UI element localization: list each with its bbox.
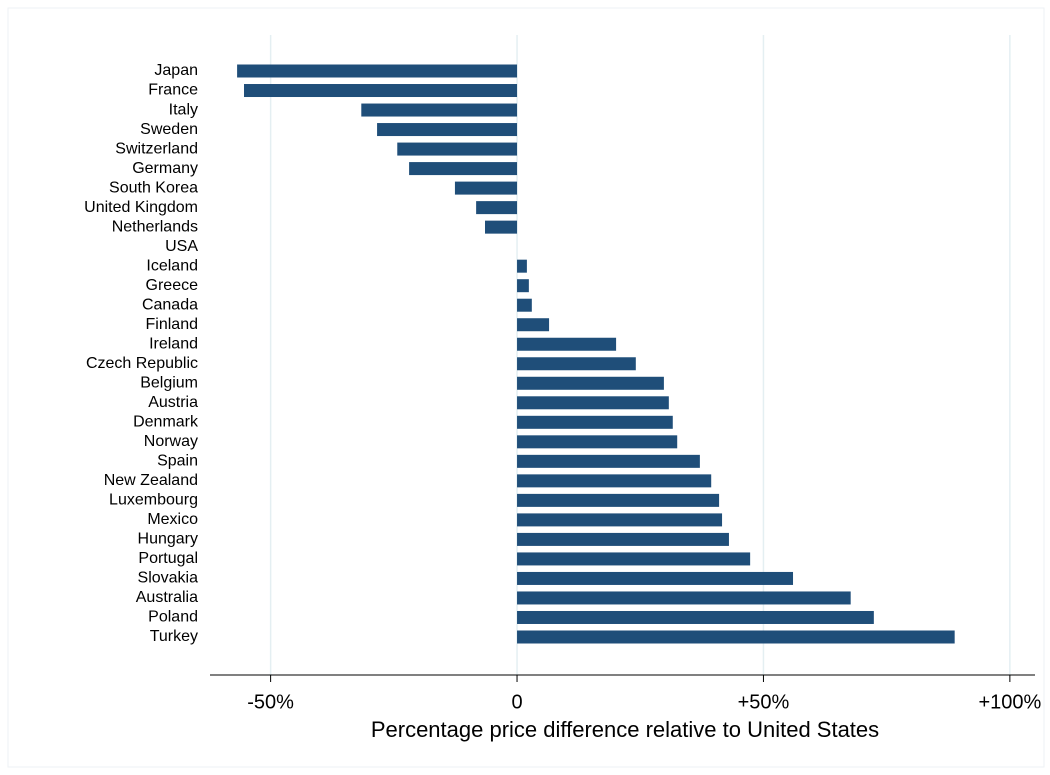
y-tick-label: Belgium — [140, 374, 198, 391]
x-tick-label: +100% — [978, 691, 1041, 713]
y-tick-label: Canada — [142, 296, 198, 313]
y-tick-label: Austria — [148, 394, 198, 411]
x-axis-label: Percentage price difference relative to … — [371, 717, 879, 742]
y-tick-label: Denmark — [133, 414, 199, 431]
bar — [517, 376, 664, 390]
bar — [517, 415, 673, 429]
y-tick-label: Switzerland — [115, 140, 198, 157]
y-tick-label: France — [148, 82, 198, 99]
y-tick-label: Sweden — [140, 121, 198, 138]
bar — [517, 279, 529, 293]
bar — [517, 474, 712, 488]
y-tick-label: South Korea — [109, 179, 198, 196]
bar — [409, 162, 518, 176]
bar — [517, 493, 720, 507]
y-tick-label: Ireland — [149, 335, 198, 352]
y-tick-label: Slovakia — [138, 570, 199, 587]
y-tick-label: Greece — [146, 277, 199, 294]
bar — [517, 571, 794, 585]
y-tick-label: Luxembourg — [109, 492, 198, 509]
x-tick-label: -50% — [247, 691, 294, 713]
bar — [377, 123, 518, 137]
y-tick-label: Hungary — [138, 531, 198, 548]
y-tick-label: Czech Republic — [86, 355, 198, 372]
y-tick-label: Mexico — [147, 511, 198, 528]
y-tick-label: Netherlands — [112, 218, 198, 235]
y-tick-label: Spain — [157, 453, 198, 470]
bar — [397, 142, 518, 156]
bar — [517, 552, 751, 566]
bar — [517, 630, 955, 644]
bar — [517, 396, 669, 410]
bar — [237, 64, 518, 78]
bar — [244, 84, 518, 98]
bar — [517, 259, 527, 273]
bar — [517, 610, 874, 624]
bar — [476, 201, 518, 215]
y-tick-label: Japan — [154, 62, 198, 79]
x-tick-label: +50% — [738, 691, 790, 713]
y-tick-label: Poland — [148, 609, 198, 626]
y-tick-label: Norway — [144, 433, 198, 450]
bar — [517, 357, 636, 371]
y-tick-label: USA — [165, 238, 198, 255]
bar — [517, 318, 550, 332]
y-tick-label: Italy — [169, 101, 198, 118]
x-tick-label: 0 — [511, 691, 522, 713]
y-tick-label: Australia — [136, 589, 198, 606]
y-tick-label: Finland — [146, 316, 198, 333]
bar — [517, 435, 678, 449]
bar — [517, 337, 617, 351]
y-tick-label: Turkey — [150, 628, 198, 645]
y-tick-label: Portugal — [138, 550, 198, 567]
y-tick-label: Germany — [132, 160, 198, 177]
y-tick-label: Iceland — [146, 257, 198, 274]
bar — [517, 298, 532, 312]
bar — [361, 103, 518, 117]
bar — [517, 532, 729, 546]
bar — [454, 181, 518, 195]
bar — [485, 220, 518, 234]
bar — [517, 513, 723, 527]
bar — [517, 454, 700, 468]
y-tick-label: New Zealand — [104, 472, 198, 489]
y-tick-label: United Kingdom — [84, 199, 198, 216]
bar — [517, 591, 851, 605]
